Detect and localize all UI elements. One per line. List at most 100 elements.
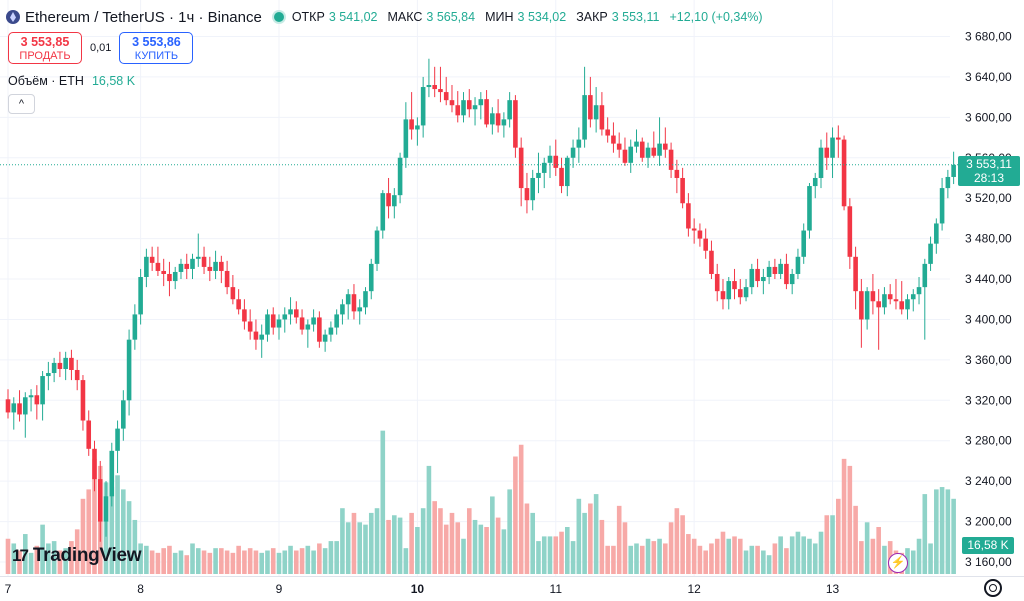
candle-body (490, 113, 495, 125)
y-tick-label: 3 400,00 (965, 312, 1012, 326)
candle-body (541, 162, 547, 173)
candle-body (818, 147, 824, 178)
volume-bar (357, 522, 363, 574)
candle-body (876, 301, 881, 308)
candle-body (553, 155, 559, 168)
volume-bar (363, 524, 368, 574)
candle-body (201, 256, 207, 267)
volume-bar (732, 536, 737, 574)
volume-bar (472, 519, 478, 574)
candle-body (294, 309, 299, 318)
candle-body (588, 95, 593, 120)
x-tick-label: 13 (826, 582, 840, 596)
volume-bar (951, 498, 956, 574)
volume-bar (420, 508, 426, 574)
candle-body (46, 373, 51, 377)
volume-bar (144, 545, 149, 574)
y-tick-label: 3 480,00 (965, 232, 1012, 246)
volume-bar (818, 531, 824, 574)
volume-bar (524, 503, 530, 574)
candle-body (657, 143, 662, 156)
volume-bar (922, 494, 928, 574)
y-tick-label: 3 240,00 (965, 474, 1012, 488)
volume-bar (668, 522, 674, 574)
sell-button[interactable]: 3 553,85 ПРОДАТЬ (8, 32, 82, 64)
candle-body (161, 270, 166, 274)
last-price-tag: 3 553,11 28:13 (958, 155, 1020, 186)
candle-body (345, 294, 351, 305)
volume-bar (438, 508, 443, 574)
candle-body (86, 420, 92, 449)
collapse-legend-button[interactable]: ^ (8, 94, 35, 114)
volume-bar (663, 543, 668, 574)
volume-bar (80, 498, 86, 574)
low-value: 3 534,02 (517, 10, 567, 24)
volume-bar (714, 538, 720, 574)
volume-bar (334, 541, 339, 574)
candle-body (322, 334, 328, 342)
volume-bar (138, 543, 143, 574)
volume-bar (92, 458, 97, 574)
volume-bar (939, 487, 945, 574)
candle-body (380, 193, 386, 231)
tradingview-logo[interactable]: 17 TradingView (12, 544, 142, 568)
candle-body (922, 263, 928, 288)
volume-bar (703, 550, 708, 574)
volume-bar (69, 541, 74, 574)
volume-bar (455, 522, 461, 574)
candle-body (639, 141, 645, 158)
candle-body (69, 357, 74, 370)
volume-bar (432, 501, 437, 574)
candle-body (605, 129, 610, 136)
volume-bar (121, 489, 126, 574)
volume-legend[interactable]: Объём · ETH 16,58 K (8, 74, 135, 88)
volume-bar (737, 538, 743, 574)
volume-bar (490, 496, 495, 574)
candle-body (870, 291, 876, 302)
volume-bar (507, 489, 512, 574)
volume-bar (847, 465, 853, 574)
candle-body (5, 399, 11, 413)
candle-body (772, 266, 778, 274)
candle-body (230, 287, 236, 300)
candle-body (213, 261, 218, 271)
volume-bar (368, 512, 374, 574)
volume-bar (576, 498, 582, 574)
flash-icon[interactable]: ⚡ (888, 553, 908, 573)
settings-gear-icon[interactable] (984, 579, 1002, 597)
y-tick-label: 3 280,00 (965, 434, 1012, 448)
volume-bar (611, 545, 616, 574)
volume-bar (224, 550, 230, 574)
volume-bar (547, 536, 553, 574)
candle-body (893, 299, 899, 302)
volume-bar (807, 538, 812, 574)
volume-bar (380, 430, 386, 574)
candle-body (34, 395, 40, 405)
y-tick-label: 3 200,00 (965, 515, 1012, 529)
candle-body (916, 287, 922, 295)
volume-bar (51, 541, 57, 574)
volume-bar (155, 552, 161, 574)
y-tick-label: 3 160,00 (965, 555, 1012, 569)
candle-body (651, 147, 657, 156)
volume-bar (616, 505, 622, 574)
candle-body (207, 266, 213, 271)
volume-bar (415, 527, 420, 574)
candle-body (11, 403, 17, 413)
candle-body (415, 125, 420, 130)
candle-body (149, 256, 155, 263)
x-tick-label: 10 (411, 582, 425, 596)
candle-body (570, 147, 576, 158)
candle-body (910, 294, 916, 300)
volume-bar (864, 522, 870, 574)
volume-bar (449, 512, 455, 574)
candle-body (392, 195, 397, 207)
buy-button[interactable]: 3 553,86 КУПИТЬ (119, 32, 194, 64)
volume-bar (478, 524, 484, 574)
candle-body (859, 291, 864, 320)
symbol-title[interactable]: Ethereum / TetherUS · 1ч · Binance (25, 8, 262, 26)
volume-bar (294, 550, 299, 574)
volume-bar (749, 545, 755, 574)
candle-body (403, 119, 409, 158)
